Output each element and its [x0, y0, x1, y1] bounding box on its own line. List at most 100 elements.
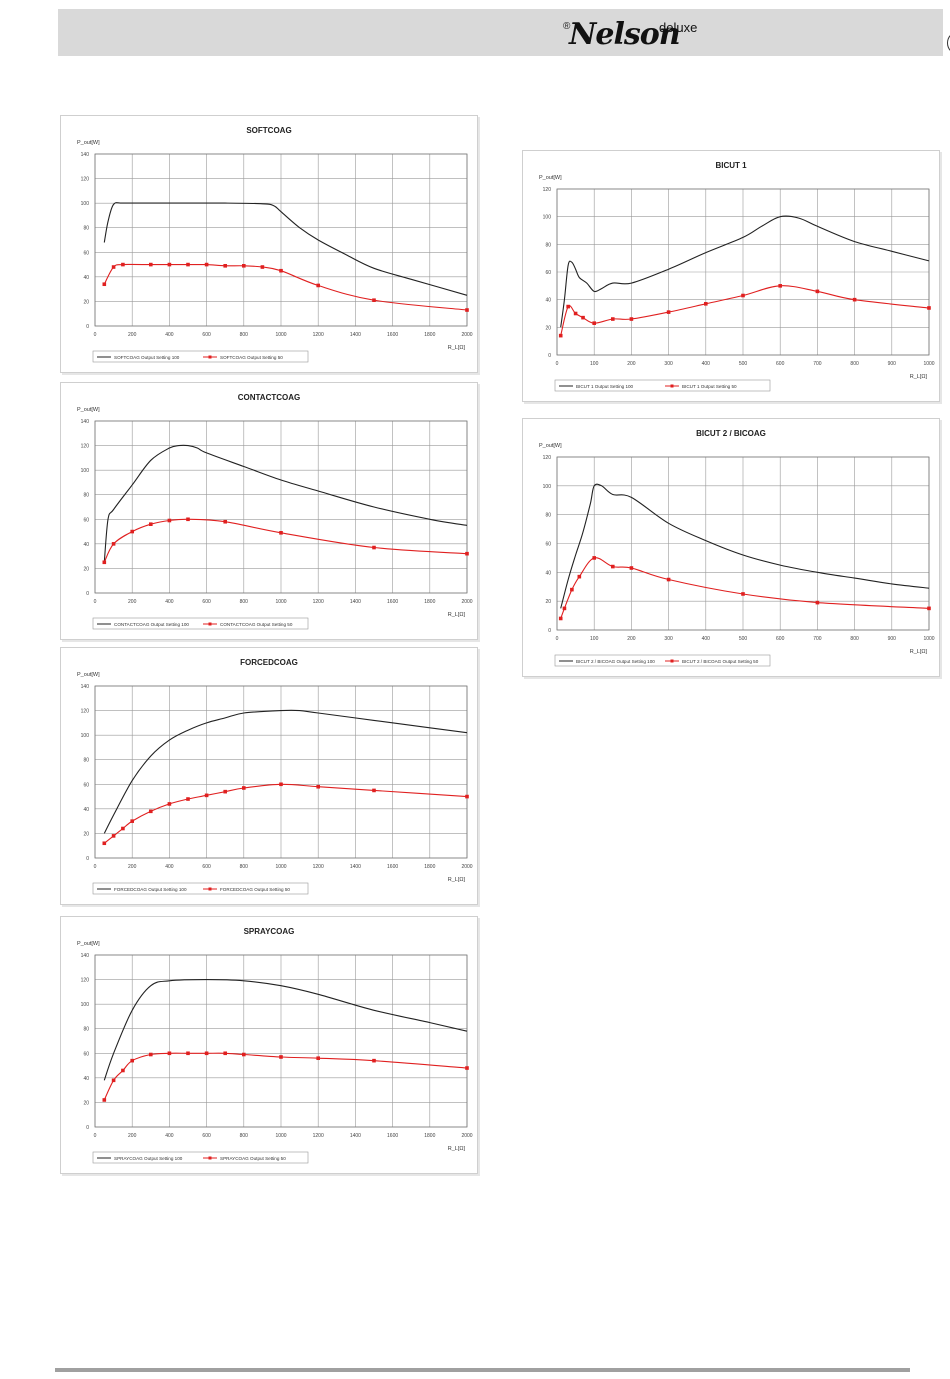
y-tick-label: 80: [545, 242, 551, 248]
y-tick-label: 80: [83, 226, 89, 232]
y-tick-label: 120: [81, 177, 90, 183]
plot-frame: [94, 954, 468, 1128]
data-point-marker: [102, 560, 107, 565]
legend-marker: [208, 622, 212, 626]
x-tick-label: 900: [888, 636, 897, 642]
x-tick-label: 1400: [350, 599, 361, 605]
y-tick-label: 140: [81, 684, 90, 690]
legend-marker: [208, 355, 212, 359]
x-tick-label: 500: [739, 636, 748, 642]
data-point-marker: [121, 826, 125, 831]
x-tick-label: 1400: [350, 1133, 361, 1139]
data-point-marker: [372, 788, 376, 793]
data-point-marker: [111, 834, 116, 838]
data-point-marker: [629, 566, 634, 570]
chart-grid: [94, 153, 468, 327]
data-point-marker: [111, 542, 116, 546]
y-tick-label: 60: [545, 542, 551, 548]
series-line-red: [560, 557, 930, 619]
x-axis-label: R_L[Ω]: [448, 877, 466, 883]
chart-title: FORCEDCOAG: [240, 658, 298, 667]
data-point-marker: [666, 577, 671, 582]
data-point-marker: [592, 556, 596, 560]
legend-entry: BICUT 2 / BICOAG Output Setting 100: [576, 659, 655, 664]
y-tick-label: 40: [83, 542, 89, 548]
x-tick-label: 0: [94, 599, 97, 605]
data-point-marker: [279, 782, 283, 787]
legend-entry: BICUT 1 Output Setting 50: [682, 384, 737, 389]
x-axis-label: R_L[Ω]: [448, 612, 466, 618]
y-tick-label: 0: [86, 591, 89, 597]
y-tick-label: 80: [83, 1027, 89, 1033]
data-point-marker: [149, 522, 153, 526]
legend-box: [92, 350, 309, 363]
y-tick-label: 100: [543, 215, 552, 221]
legend-box: [92, 617, 309, 630]
x-tick-label: 400: [165, 599, 174, 605]
x-tick-label: 0: [94, 1133, 97, 1139]
y-tick-label: 100: [81, 201, 90, 207]
y-tick-label: 20: [83, 831, 89, 837]
data-point-marker: [566, 304, 570, 309]
data-point-marker: [121, 1068, 125, 1073]
data-point-marker: [815, 289, 820, 294]
y-tick-label: 40: [83, 807, 89, 813]
x-tick-label: 200: [128, 864, 137, 870]
legend-marker: [208, 1156, 212, 1160]
x-tick-label: 1800: [424, 599, 435, 605]
x-tick-label: 1800: [424, 1133, 435, 1139]
data-point-marker: [102, 282, 107, 287]
y-tick-label: 140: [81, 419, 90, 425]
legend-entry: BICUT 1 Output Setting 100: [576, 384, 634, 389]
y-tick-label: 20: [83, 1100, 89, 1106]
data-point-marker: [316, 784, 320, 789]
data-point-marker: [149, 1052, 153, 1057]
x-tick-label: 1200: [313, 332, 324, 338]
x-tick-label: 600: [776, 636, 785, 642]
data-point-marker: [130, 529, 134, 534]
data-point-marker: [465, 308, 469, 312]
x-tick-label: 1600: [387, 864, 398, 870]
chart-bicut-2-bicoag: BICUT 2 / BICOAG P_out[W] 0 20 40 60 80 100 120 0…: [522, 418, 940, 677]
series-line-black: [560, 215, 930, 328]
y-tick-label: 0: [548, 628, 551, 634]
legend-entry: FORCEDCOAG Output Setting 50: [220, 887, 290, 892]
chart-legend: BICUT 2 / BICOAG Output Setting 100 BICUT…: [554, 654, 771, 667]
x-tick-label: 1000: [923, 361, 934, 367]
series-line-black: [103, 979, 468, 1081]
footer-rule: [55, 1368, 910, 1372]
data-point-marker: [562, 606, 567, 611]
chart-bicut-1: BICUT 1 P_out[W] 0 20 40 60 80 100 120 0 100 200 300…: [522, 150, 940, 402]
x-tick-label: 500: [739, 361, 748, 367]
series-line-red: [103, 518, 468, 563]
chart-svg: BICUT 2 / BICOAG P_out[W] 0 20 40 60 80 100 120 0…: [539, 429, 935, 667]
x-tick-label: 0: [94, 332, 97, 338]
y-tick-label: 80: [83, 758, 89, 764]
x-tick-label: 2000: [461, 1133, 472, 1139]
y-tick-label: 120: [81, 444, 90, 450]
data-point-marker: [558, 333, 563, 338]
y-tick-label: 60: [83, 517, 89, 523]
y-tick-label: 140: [81, 152, 90, 158]
y-tick-label: 120: [81, 709, 90, 715]
y-tick-label: 40: [83, 275, 89, 281]
y-tick-label: 20: [83, 566, 89, 572]
data-point-marker: [121, 262, 125, 267]
data-point-marker: [204, 262, 209, 267]
data-point-marker: [186, 797, 190, 801]
data-point-marker: [741, 592, 745, 596]
data-point-marker: [558, 616, 563, 621]
x-tick-label: 2000: [461, 864, 472, 870]
series-line-black: [103, 202, 468, 296]
data-point-marker: [186, 517, 190, 522]
chart-legend: SOFTCOAG Output Setting 100 SOFTCOAG Outp…: [92, 350, 309, 363]
chart-legend: SPRAYCOAG Output Setting 100 SPRAYCOAG Ou…: [92, 1151, 309, 1164]
x-tick-label: 1000: [275, 332, 286, 338]
data-point-marker: [167, 1051, 172, 1056]
y-tick-label: 20: [83, 299, 89, 305]
plot-frame: [94, 685, 468, 859]
x-tick-label: 1400: [350, 332, 361, 338]
x-tick-label: 800: [240, 599, 249, 605]
